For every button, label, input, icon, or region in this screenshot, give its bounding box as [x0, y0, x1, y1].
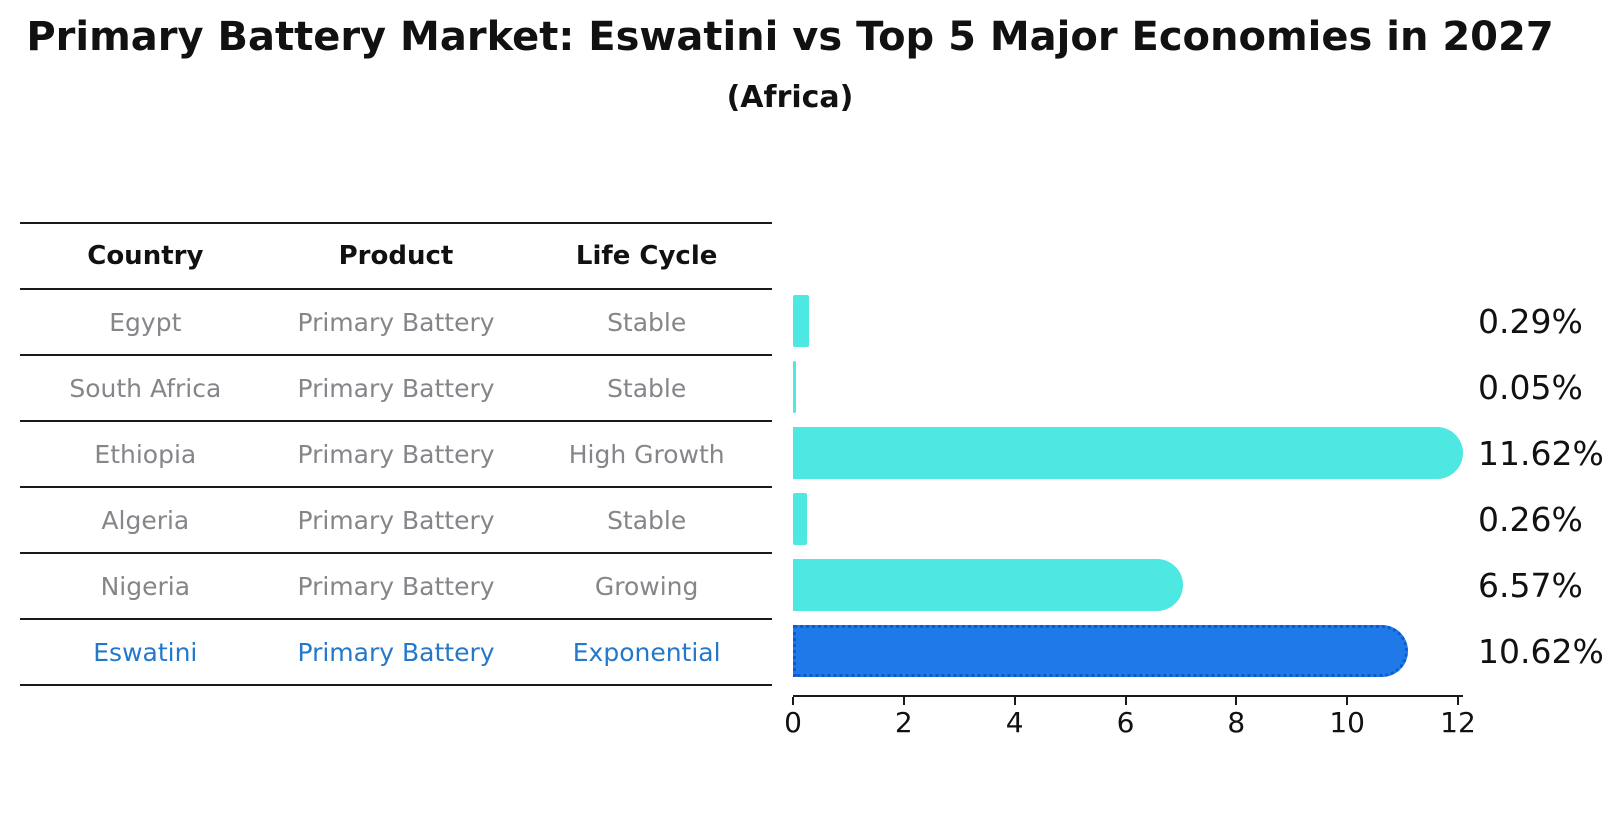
product-cell: Primary Battery	[297, 637, 495, 667]
product-cell: Primary Battery	[297, 373, 495, 403]
table-row: South Africa Primary Battery Stable	[20, 355, 772, 421]
x-axis-tick	[792, 697, 794, 705]
bar-south-africa	[793, 361, 796, 413]
value-label: 0.29%	[1478, 301, 1583, 341]
country-cell: Nigeria	[100, 571, 191, 601]
table-row: Ethiopia Primary Battery High Growth	[20, 421, 772, 487]
value-label: 0.26%	[1478, 499, 1583, 539]
table-row: Algeria Primary Battery Stable	[20, 487, 772, 553]
product-cell: Primary Battery	[297, 571, 495, 601]
column-header-country: Country	[87, 241, 204, 271]
bar-eswatini	[793, 625, 1408, 677]
x-axis-tick	[902, 697, 905, 705]
country-cell: Egypt	[109, 307, 182, 337]
bar-row	[793, 552, 1493, 618]
x-axis-tick	[1346, 697, 1349, 705]
x-axis-tick-label: 4	[1005, 706, 1024, 739]
value-label: 11.62%	[1478, 433, 1604, 473]
chart-title: Primary Battery Market: Eswatini vs Top …	[26, 14, 1554, 60]
country-cell: Eswatini	[93, 637, 198, 667]
x-axis-tick-label: 8	[1227, 706, 1246, 739]
x-axis-tick-label: 12	[1440, 706, 1476, 739]
bar-ethiopia	[793, 427, 1463, 479]
country-cell: Algeria	[101, 505, 190, 535]
x-axis-tick	[1235, 697, 1238, 705]
column-header-life-cycle: Life Cycle	[575, 241, 718, 271]
x-axis-tick	[1457, 697, 1459, 705]
country-cell: Ethiopia	[94, 439, 197, 469]
life-cycle-cell: Growing	[594, 571, 699, 601]
bar-row	[793, 288, 1493, 354]
life-cycle-cell: Exponential	[572, 637, 721, 667]
product-cell: Primary Battery	[297, 505, 495, 535]
life-cycle-cell: Stable	[607, 307, 687, 337]
life-cycle-cell: Stable	[607, 373, 687, 403]
x-axis-tick-label: 6	[1116, 706, 1135, 739]
column-header-product: Product	[338, 241, 454, 271]
product-cell: Primary Battery	[297, 439, 495, 469]
product-cell: Primary Battery	[297, 307, 495, 337]
x-axis-tick	[1013, 697, 1016, 705]
x-axis-tick-label: 0	[784, 706, 802, 739]
bar-nigeria	[793, 559, 1184, 611]
chart-subtitle: (Africa)	[726, 80, 854, 115]
bar-algeria	[793, 493, 808, 545]
bar-row	[793, 354, 1493, 420]
x-axis-line	[793, 695, 1463, 697]
table-row: Nigeria Primary Battery Growing	[20, 553, 772, 619]
bar-row	[793, 420, 1493, 486]
country-cell: South Africa	[69, 373, 222, 403]
bar-egypt	[793, 295, 810, 347]
value-label: 6.57%	[1478, 565, 1583, 605]
country-table: Country Product Life Cycle Egypt Primary…	[20, 222, 772, 686]
life-cycle-cell: Stable	[607, 505, 687, 535]
bar-row	[793, 618, 1493, 684]
value-label: 10.62%	[1478, 631, 1604, 671]
table-header-row: Country Product Life Cycle	[20, 223, 772, 289]
x-axis-tick	[1124, 697, 1127, 705]
bar-row	[793, 486, 1493, 552]
value-label: 0.05%	[1478, 367, 1583, 407]
table-row: Egypt Primary Battery Stable	[20, 289, 772, 355]
life-cycle-cell: High Growth	[568, 439, 725, 469]
x-axis-tick-label: 2	[894, 706, 913, 739]
x-axis-tick-label: 10	[1329, 706, 1365, 739]
table-row: Eswatini Primary Battery Exponential	[20, 619, 772, 685]
